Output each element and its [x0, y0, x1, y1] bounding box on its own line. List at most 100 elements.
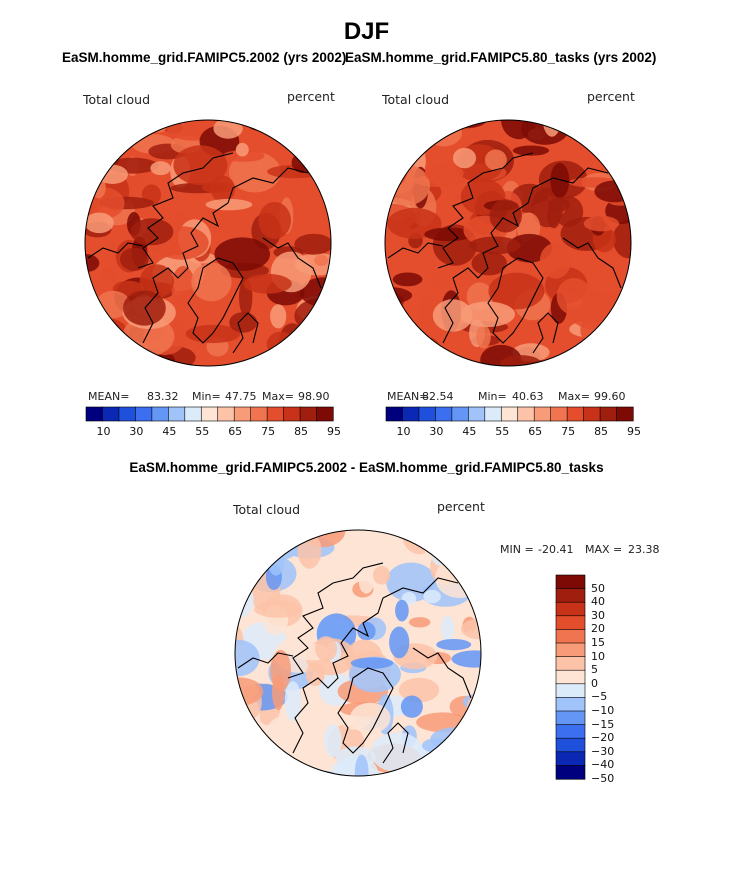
- p2-units-label: percent: [587, 89, 635, 104]
- p3-field-patch: [350, 657, 394, 669]
- p3-polar-map: [234, 529, 482, 777]
- p3-colorbar-tick-label: −30: [591, 744, 615, 758]
- p1-field-patch: [85, 122, 106, 152]
- p3-min-label: MIN =: [500, 543, 534, 556]
- p1-colorbar-swatch: [85, 406, 104, 422]
- p3-colorbar-tick-label: 10: [591, 649, 605, 663]
- p1-field-patch: [243, 273, 292, 294]
- p3-field-patch: [235, 582, 254, 618]
- p3-colorbar-tick-label: 0: [591, 676, 598, 690]
- p2-field-patch: [424, 227, 474, 242]
- p3-colorbar-swatch: [555, 710, 586, 726]
- p3-colorbar-swatch: [555, 588, 586, 603]
- p1-colorbar-swatch: [168, 406, 186, 422]
- p2-field-patch: [385, 156, 397, 181]
- p3-field-patch: [324, 724, 342, 758]
- p1-field-patch: [185, 324, 241, 344]
- p1-colorbar-swatch: [184, 406, 202, 422]
- p3-colorbar-swatch: [555, 629, 586, 644]
- p3-colorbar-swatch: [555, 642, 586, 658]
- p1-colorbar-swatch: [135, 406, 153, 422]
- p3-field-patch: [460, 618, 481, 640]
- p3-colorbar-tick-label: 40: [591, 595, 605, 609]
- p1-field-patch: [85, 138, 108, 155]
- p3-colorbar-swatch: [555, 724, 586, 739]
- p3-colorbar-tick-label: −5: [591, 690, 608, 704]
- p1-units-label: percent: [287, 89, 335, 104]
- p1-field-patch: [85, 212, 114, 234]
- p2-colorbar-tick-label: 65: [528, 425, 543, 438]
- p3-colorbar-ticks: 50 40 30 20 15 10 5 0 −5 −10 −15 −20 −30 −40 −50: [591, 575, 631, 785]
- p2-field-patch: [452, 147, 477, 169]
- p2-field-patch: [606, 120, 621, 136]
- p3-colorbar-swatch: [555, 574, 586, 590]
- p3-field-patch: [354, 754, 369, 776]
- p1-field-patch: [139, 264, 174, 299]
- p1-colorbar-swatch: [233, 406, 252, 422]
- p3-colorbar-swatch: [555, 601, 586, 617]
- p2-field-patch: [424, 163, 464, 184]
- p1-field-patch: [266, 354, 301, 366]
- p3-field-patch: [315, 636, 338, 662]
- diff-panel-title: EaSM.homme_grid.FAMIPC5.2002 - EaSM.homm…: [129, 460, 604, 475]
- p3-colorbar-swatch: [555, 697, 586, 712]
- p2-field-patch: [442, 120, 486, 129]
- p3-colorbar-swatch: [555, 737, 586, 753]
- p2-min-value: 40.63: [512, 390, 544, 403]
- p2-field-patch: [500, 355, 542, 366]
- p2-field-patch: [548, 197, 570, 212]
- p3-colorbar-tick-label: 30: [591, 608, 605, 622]
- p1-field-patch: [120, 247, 149, 271]
- p3-field-patch: [340, 537, 378, 563]
- p2-colorbar-swatch: [435, 406, 453, 422]
- p3-variable-label: Total cloud: [233, 502, 301, 517]
- p3-field-patch: [358, 570, 374, 594]
- p3-field-patch: [240, 530, 288, 546]
- p1-field-patch: [246, 120, 274, 131]
- p3-field-patch: [395, 599, 409, 622]
- p1-colorbar-tick-label: 30: [129, 425, 144, 438]
- p3-field-patch: [268, 548, 284, 576]
- p3-field-patch: [423, 589, 441, 604]
- p2-colorbar-tick-label: 10: [396, 425, 411, 438]
- p2-polar-map: [384, 119, 632, 367]
- p3-colorbar-swatch: [555, 615, 586, 630]
- p2-field-patch: [488, 272, 545, 310]
- p1-colorbar-swatch: [200, 406, 219, 422]
- p2-field-patch: [385, 154, 408, 191]
- p1-coastlines: [87, 152, 322, 354]
- p1-field-patch: [171, 266, 195, 308]
- p3-field-patch: [436, 639, 472, 651]
- p3-colorbar-swatch: [555, 669, 586, 685]
- p3-field-patch: [349, 702, 391, 734]
- p2-min-label: Min=: [478, 390, 507, 403]
- p2-field-patch: [484, 149, 507, 171]
- p1-colorbar-tick-label: 95: [327, 425, 341, 438]
- p3-colorbar-tick-label: −40: [591, 758, 615, 772]
- p1-colorbar-swatch: [299, 406, 318, 422]
- p1-map-border: [84, 119, 332, 367]
- p1-field-patch: [201, 182, 234, 193]
- p3-field-patch: [461, 739, 481, 774]
- p3-colorbar-swatch: [555, 765, 586, 780]
- p3-field-patch: [241, 537, 298, 562]
- right-panel-title: EaSM.homme_grid.FAMIPC5.80_tasks (yrs 20…: [345, 50, 657, 65]
- p3-field-patch: [458, 742, 472, 776]
- p2-colorbar-swatch: [517, 406, 535, 422]
- p1-field-patch: [235, 142, 249, 157]
- p2-colorbar-tick-label: 95: [627, 425, 641, 438]
- p3-colorbar-tick-label: 5: [591, 663, 598, 677]
- p2-field-patch: [468, 236, 521, 255]
- p2-colorbar-swatch: [616, 406, 634, 422]
- p1-colorbar-swatch: [151, 406, 169, 422]
- p2-colorbar-swatch: [599, 406, 618, 422]
- p2-field-patch: [385, 286, 413, 304]
- p2-colorbar-tick-label: 55: [495, 425, 510, 438]
- p1-colorbar-ticks: 10 30 45 55 65 75 85 95: [86, 425, 341, 439]
- p3-field-patch: [267, 716, 301, 746]
- p2-colorbar-swatch: [550, 406, 568, 422]
- p1-field-patch: [119, 130, 144, 142]
- p1-colorbar-swatch: [283, 406, 301, 422]
- p2-coastlines: [387, 152, 622, 354]
- p3-map-border: [234, 529, 482, 777]
